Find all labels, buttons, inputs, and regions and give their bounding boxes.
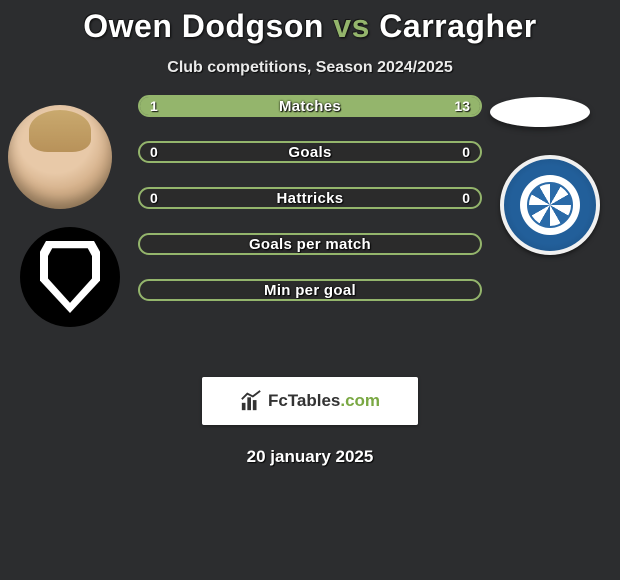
- stat-value-right: 0: [450, 144, 470, 160]
- bar-chart-icon: [240, 390, 262, 412]
- player1-club-badge: [20, 227, 120, 327]
- stat-row: 0Goals0: [138, 141, 482, 163]
- stat-label: Hattricks: [140, 190, 480, 207]
- player2-name: Carragher: [379, 8, 536, 44]
- shield-icon: [40, 241, 100, 313]
- player1-name: Owen Dodgson: [83, 8, 324, 44]
- stat-value-right: 0: [450, 190, 470, 206]
- stat-row: 1Matches13: [138, 95, 482, 117]
- page-title: Owen Dodgson vs Carragher: [0, 8, 620, 45]
- stat-row: Goals per match: [138, 233, 482, 255]
- stat-label: Goals per match: [140, 236, 480, 253]
- stat-value-right: 13: [450, 98, 470, 114]
- player2-avatar: [490, 97, 590, 127]
- stat-row: Min per goal: [138, 279, 482, 301]
- infographic-date: 20 january 2025: [0, 447, 620, 467]
- branding-suffix: .com: [340, 391, 380, 410]
- stat-bars: 1Matches130Goals00Hattricks0Goals per ma…: [138, 95, 482, 301]
- comparison-chart: 1Matches130Goals00Hattricks0Goals per ma…: [0, 115, 620, 345]
- stat-label: Min per goal: [140, 282, 480, 299]
- versus-label: vs: [333, 8, 370, 44]
- player2-club-badge: [500, 155, 600, 255]
- branding-site: FcTables: [268, 391, 340, 410]
- player1-avatar: [8, 105, 112, 209]
- subtitle: Club competitions, Season 2024/2025: [0, 59, 620, 77]
- infographic-root: Owen Dodgson vs Carragher Club competiti…: [0, 0, 620, 467]
- branding-text: FcTables.com: [268, 391, 380, 411]
- stat-label: Goals: [140, 144, 480, 161]
- stat-label: Matches: [140, 98, 480, 115]
- branding-box: FcTables.com: [202, 377, 418, 425]
- stat-row: 0Hattricks0: [138, 187, 482, 209]
